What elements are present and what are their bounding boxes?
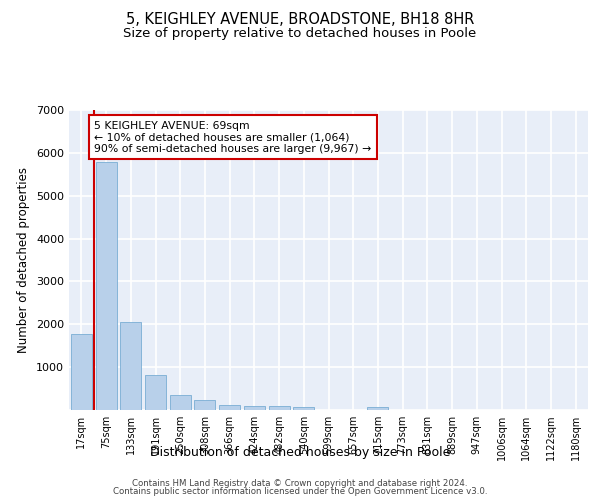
Text: 5 KEIGHLEY AVENUE: 69sqm
← 10% of detached houses are smaller (1,064)
90% of sem: 5 KEIGHLEY AVENUE: 69sqm ← 10% of detach… (94, 120, 371, 154)
Bar (367, 406, 388, 410)
Text: Contains HM Land Registry data © Crown copyright and database right 2024.: Contains HM Land Registry data © Crown c… (132, 478, 468, 488)
Text: Distribution of detached houses by size in Poole: Distribution of detached houses by size … (150, 446, 450, 459)
Bar (194, 400, 215, 410)
Bar (120, 322, 141, 410)
Bar (269, 406, 290, 410)
Text: Contains public sector information licensed under the Open Government Licence v3: Contains public sector information licen… (113, 487, 487, 496)
Bar (170, 394, 191, 410)
Bar (244, 406, 265, 410)
Y-axis label: Number of detached properties: Number of detached properties (17, 167, 31, 353)
Bar (145, 375, 166, 410)
Text: 5, KEIGHLEY AVENUE, BROADSTONE, BH18 8HR: 5, KEIGHLEY AVENUE, BROADSTONE, BH18 8HR (126, 12, 474, 28)
Bar (95, 162, 116, 410)
Bar (219, 405, 240, 410)
Bar (293, 406, 314, 410)
Bar (71, 334, 92, 410)
Text: Size of property relative to detached houses in Poole: Size of property relative to detached ho… (124, 28, 476, 40)
